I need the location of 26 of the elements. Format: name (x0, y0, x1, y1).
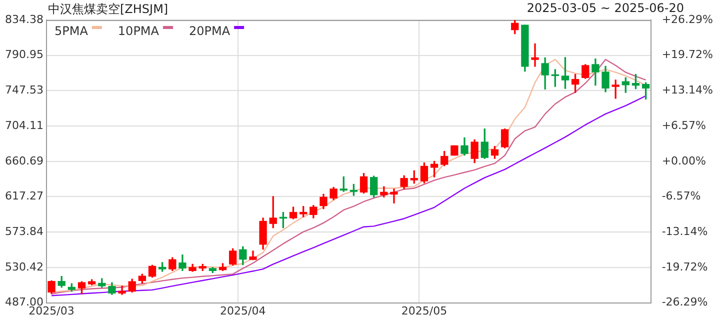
y-tick-label: 790.95 (4, 48, 44, 62)
x-tick-label: 2025/04 (220, 304, 266, 318)
legend-label: 5PMA (54, 24, 89, 38)
y-tick-label: 617.27 (4, 190, 44, 203)
y-tick-label: 660.69 (4, 154, 44, 168)
y-tick-label: 747.53 (4, 84, 44, 97)
y2-tick-label: -19.72% (662, 260, 708, 274)
legend-label: 10PMA (118, 24, 160, 38)
y2-tick-label: +13.14% (662, 84, 714, 97)
y2-tick-label: +26.29% (662, 12, 714, 26)
y2-tick-label: -26.29% (662, 296, 708, 309)
y2-tick-label: +19.72% (662, 48, 714, 62)
y-tick-label: 834.38 (4, 12, 44, 26)
y2-tick-label: +0.00% (662, 154, 706, 168)
legend-label: 20PMA (188, 24, 231, 38)
y-tick-label: 704.11 (4, 118, 44, 132)
x-tick-label: 2025/05 (401, 304, 448, 318)
y2-tick-label: +6.57% (662, 118, 706, 132)
y2-tick-label: -13.14% (662, 224, 708, 238)
chart-title: 中汉焦煤卖空[ZHSJM] (48, 1, 168, 18)
y-tick-label: 573.84 (4, 224, 44, 238)
candlestick (450, 145, 458, 156)
y-tick-label: 530.42 (4, 260, 44, 274)
y2-tick-label: -6.57% (662, 190, 701, 203)
chart-subtitle: 2025-03-05 ~ 2025-06-20 (526, 1, 684, 15)
x-tick-label: 2025/03 (28, 304, 74, 318)
